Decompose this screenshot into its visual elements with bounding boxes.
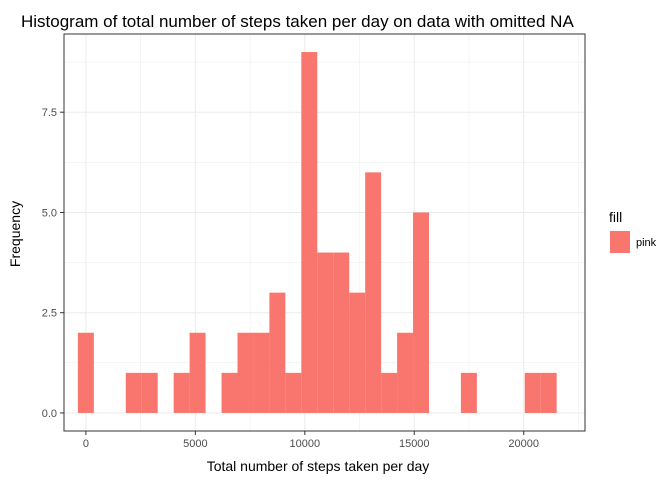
histogram-bar [189, 332, 206, 413]
x-tick-label: 0 [83, 438, 89, 450]
y-tick-label: 5.0 [42, 207, 57, 219]
histogram-bar [221, 372, 238, 413]
histogram-bar [349, 292, 366, 413]
histogram-bar [317, 252, 334, 413]
histogram-bar [301, 52, 318, 413]
x-tick-label: 10000 [290, 438, 321, 450]
plot-panel-border [63, 33, 586, 432]
y-tick-label: 0.0 [42, 408, 57, 420]
histogram-bars [77, 52, 557, 413]
histogram-bar [125, 372, 142, 413]
chart-title: Histogram of total number of steps taken… [21, 12, 574, 31]
y-tick-label: 2.5 [42, 308, 57, 320]
histogram-bar [540, 372, 557, 413]
histogram-bar [285, 372, 302, 413]
legend-label-pink: pink [636, 237, 657, 249]
y-axis-title: Frequency [7, 201, 23, 267]
histogram-bar [381, 372, 398, 413]
legend-title: fill [609, 209, 622, 225]
histogram-bar [269, 292, 286, 413]
histogram-bar [365, 172, 382, 413]
histogram-bar [413, 212, 429, 413]
histogram-bar [173, 372, 190, 413]
x-tick-label: 20000 [508, 438, 539, 450]
legend-key-pink [610, 231, 630, 253]
histogram-bar [524, 372, 541, 413]
histogram-bar [460, 372, 477, 413]
x-tick-label: 15000 [399, 438, 430, 450]
histogram-bar [397, 332, 414, 413]
histogram-bar [253, 332, 270, 413]
histogram-bar [333, 252, 350, 413]
y-tick-label: 7.5 [42, 107, 57, 119]
histogram-bar [141, 372, 158, 413]
x-tick-label: 5000 [183, 438, 207, 450]
x-axis-title: Total number of steps taken per day [207, 458, 430, 474]
axis-ticks: 0 5000 10000 15000 20000 0.0 2.5 5.0 7.5 [42, 107, 539, 450]
histogram-bar [237, 332, 254, 413]
legend: fill pink [609, 209, 657, 253]
histogram-bar [77, 332, 94, 413]
